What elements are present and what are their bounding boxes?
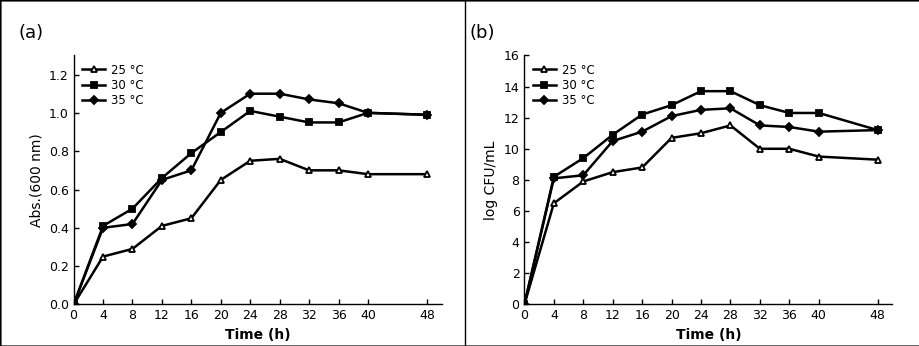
- 30 °C: [724, 89, 735, 93]
- 25 °C: [274, 157, 285, 161]
- 35 °C: [724, 106, 735, 110]
- 30 °C: [636, 112, 647, 117]
- 35 °C: [665, 114, 676, 118]
- 30 °C: [421, 113, 432, 117]
- 25 °C: [303, 168, 314, 172]
- 25 °C: [695, 131, 706, 135]
- 35 °C: [303, 97, 314, 101]
- 30 °C: [274, 115, 285, 119]
- 25 °C: [186, 216, 197, 220]
- 25 °C: [812, 154, 823, 158]
- Line: 25 °C: 25 °C: [70, 155, 430, 308]
- 25 °C: [518, 302, 529, 307]
- 25 °C: [215, 178, 226, 182]
- 30 °C: [518, 302, 529, 307]
- 25 °C: [636, 165, 647, 170]
- X-axis label: Time (h): Time (h): [675, 328, 741, 342]
- Line: 30 °C: 30 °C: [70, 108, 430, 308]
- 25 °C: [665, 136, 676, 140]
- 35 °C: [127, 222, 138, 226]
- 25 °C: [783, 147, 794, 151]
- 30 °C: [333, 120, 344, 125]
- 35 °C: [636, 130, 647, 134]
- 30 °C: [577, 156, 588, 160]
- 25 °C: [607, 170, 618, 174]
- 25 °C: [68, 302, 79, 307]
- Legend: 25 °C, 30 °C, 35 °C: 25 °C, 30 °C, 35 °C: [79, 61, 146, 110]
- 25 °C: [754, 147, 765, 151]
- Line: 25 °C: 25 °C: [520, 122, 880, 308]
- 30 °C: [215, 130, 226, 134]
- 30 °C: [362, 111, 373, 115]
- 25 °C: [244, 159, 255, 163]
- 25 °C: [421, 172, 432, 176]
- Line: 35 °C: 35 °C: [71, 91, 429, 307]
- X-axis label: Time (h): Time (h): [224, 328, 290, 342]
- 35 °C: [783, 125, 794, 129]
- Y-axis label: log CFU/mL: log CFU/mL: [483, 140, 497, 220]
- 35 °C: [421, 113, 432, 117]
- 35 °C: [156, 178, 167, 182]
- Legend: 25 °C, 30 °C, 35 °C: 25 °C, 30 °C, 35 °C: [529, 61, 596, 110]
- 35 °C: [68, 302, 79, 307]
- 30 °C: [156, 176, 167, 180]
- 30 °C: [548, 175, 559, 179]
- 30 °C: [695, 89, 706, 93]
- 25 °C: [156, 224, 167, 228]
- 30 °C: [783, 111, 794, 115]
- Y-axis label: Abs.(600 nm): Abs.(600 nm): [29, 133, 43, 227]
- 30 °C: [97, 224, 108, 228]
- 35 °C: [518, 302, 529, 307]
- 35 °C: [97, 226, 108, 230]
- 35 °C: [577, 173, 588, 177]
- 35 °C: [186, 168, 197, 172]
- 30 °C: [812, 111, 823, 115]
- 35 °C: [333, 101, 344, 105]
- 30 °C: [607, 133, 618, 137]
- 25 °C: [127, 247, 138, 251]
- 30 °C: [303, 120, 314, 125]
- 35 °C: [244, 92, 255, 96]
- 35 °C: [215, 111, 226, 115]
- 25 °C: [333, 168, 344, 172]
- 30 °C: [665, 103, 676, 107]
- 25 °C: [548, 201, 559, 206]
- 30 °C: [68, 302, 79, 307]
- 35 °C: [274, 92, 285, 96]
- 35 °C: [871, 128, 882, 132]
- 30 °C: [186, 151, 197, 155]
- 25 °C: [362, 172, 373, 176]
- 30 °C: [754, 103, 765, 107]
- Line: 35 °C: 35 °C: [521, 106, 879, 307]
- 35 °C: [607, 139, 618, 143]
- 30 °C: [871, 128, 882, 132]
- Text: (b): (b): [469, 24, 494, 42]
- 25 °C: [871, 157, 882, 162]
- 35 °C: [754, 124, 765, 128]
- Text: (a): (a): [18, 24, 43, 42]
- 35 °C: [548, 176, 559, 181]
- 30 °C: [244, 109, 255, 113]
- 25 °C: [724, 124, 735, 128]
- 25 °C: [97, 255, 108, 259]
- 30 °C: [127, 207, 138, 211]
- 25 °C: [577, 179, 588, 183]
- Line: 30 °C: 30 °C: [520, 88, 880, 308]
- 35 °C: [812, 130, 823, 134]
- 35 °C: [695, 108, 706, 112]
- 35 °C: [362, 111, 373, 115]
